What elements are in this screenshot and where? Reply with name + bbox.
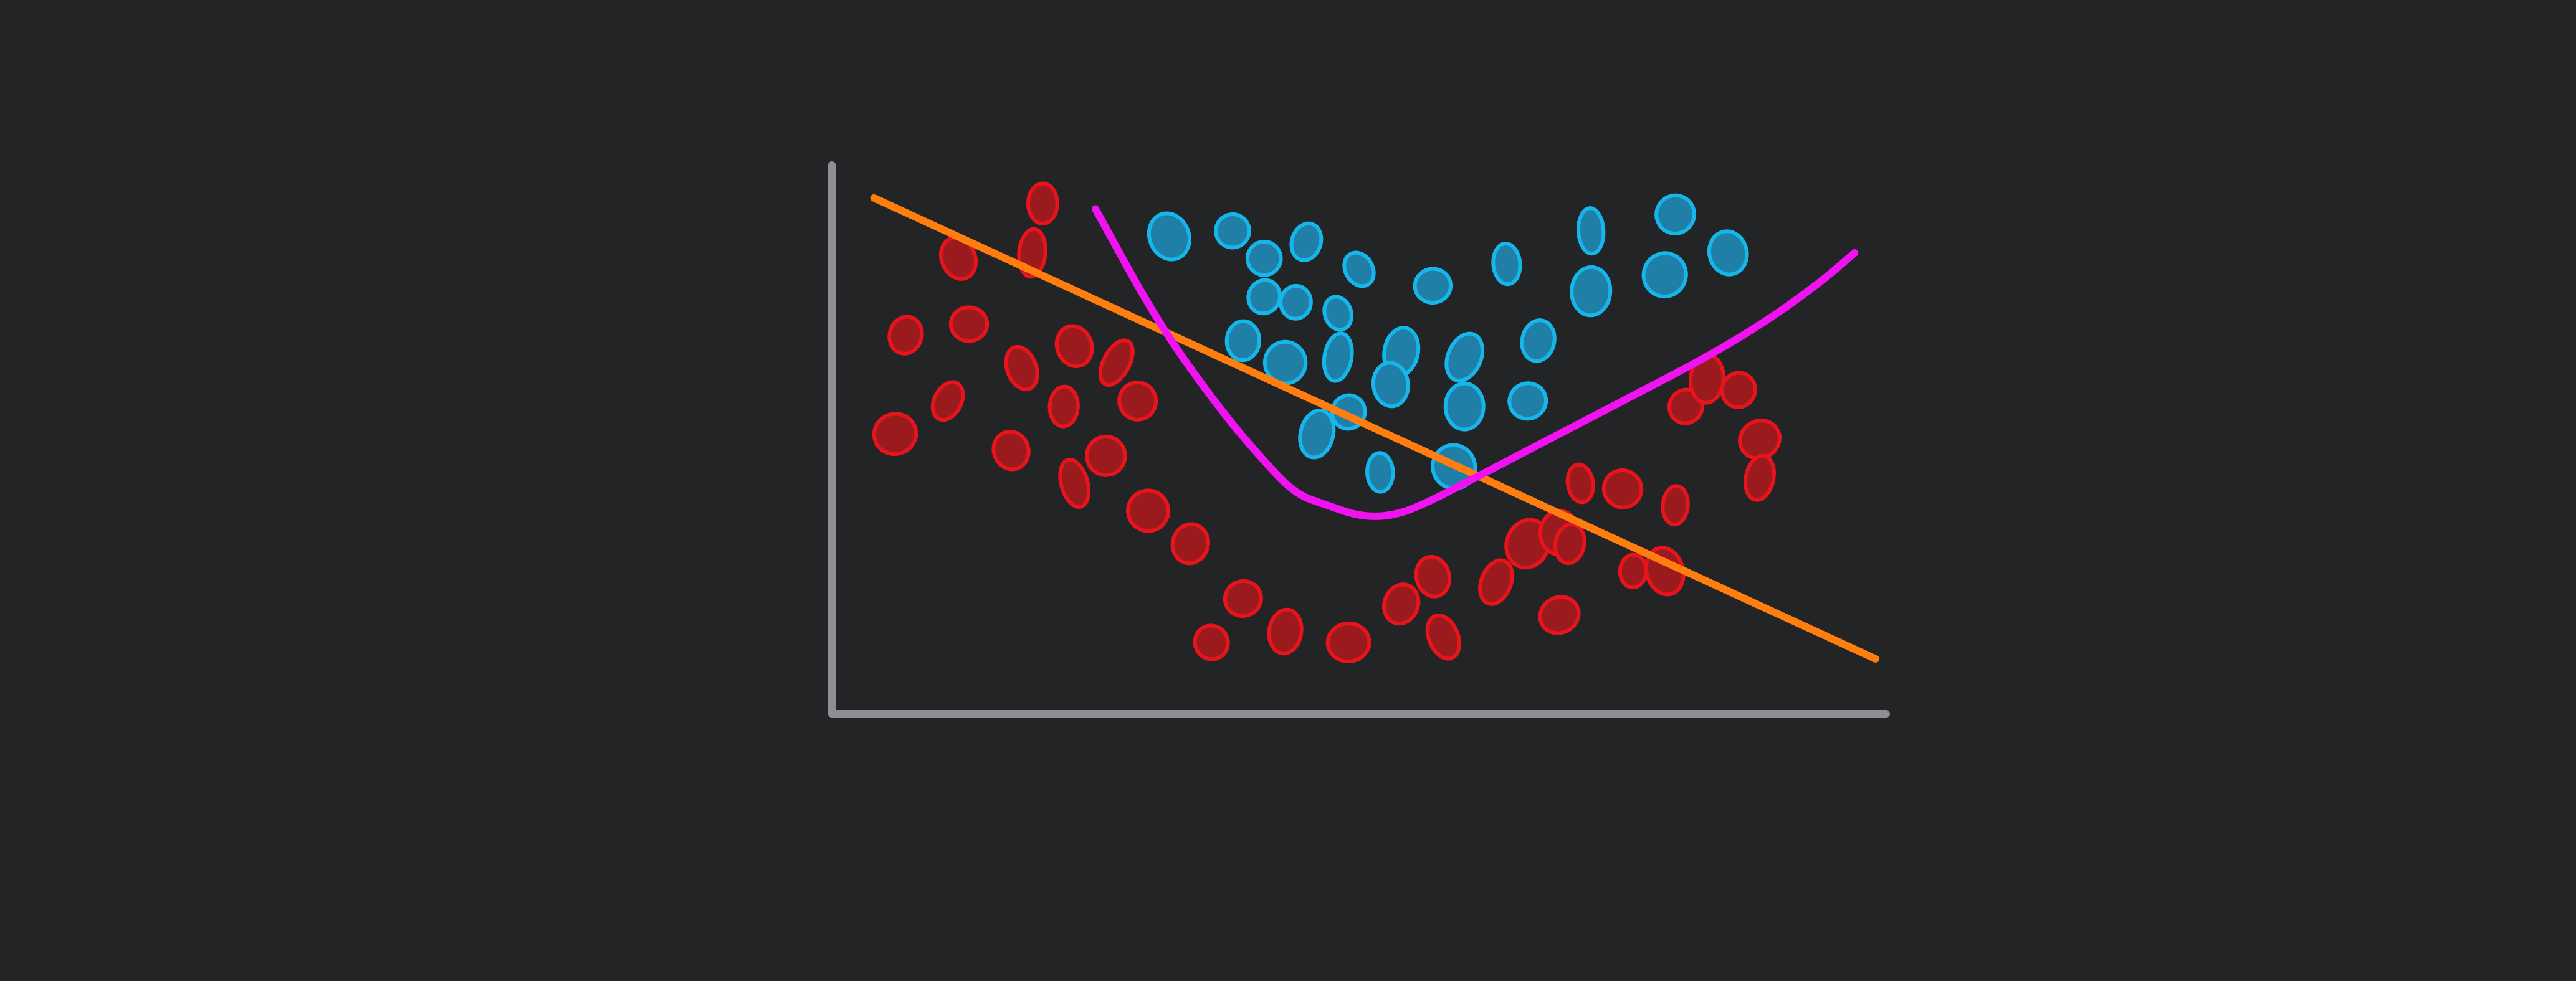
blue-class-point (1147, 211, 1191, 262)
red-class-point (1744, 453, 1776, 502)
blue-class-point (1507, 381, 1548, 421)
red-class-point (1098, 338, 1135, 387)
red-class-point (1618, 552, 1649, 590)
red-class-point (991, 429, 1031, 472)
blue-class-point (1443, 381, 1486, 432)
red-class-point (1738, 419, 1782, 460)
red-class-point (887, 315, 924, 356)
curved-decision-boundary (1092, 205, 1859, 520)
blue-class-point (1444, 331, 1485, 383)
blue-class-point (1365, 451, 1395, 494)
red-class-point (1720, 371, 1757, 409)
blue-class-point (1245, 239, 1283, 277)
red-class-point (1223, 579, 1263, 618)
red-class-point (1425, 613, 1461, 661)
points-layer (872, 181, 1782, 664)
red-class-point (1565, 462, 1595, 505)
blue-class-point (1289, 221, 1324, 262)
red-class-point (948, 305, 990, 343)
red-class-point (1126, 488, 1171, 533)
red-class-point (1661, 484, 1690, 527)
axes-layer (828, 161, 1890, 718)
blue-class-point (1413, 267, 1453, 305)
red-class-point (1058, 458, 1091, 509)
red-class-point (1601, 468, 1644, 509)
red-class-point (1054, 324, 1094, 368)
red-class-point (1414, 554, 1452, 599)
blue-class-point (1654, 193, 1696, 235)
red-class-point (1553, 522, 1586, 566)
red-class-point (872, 412, 918, 457)
red-class-point (1267, 607, 1304, 656)
red-class-point (938, 235, 978, 281)
linear-decision-boundary (870, 194, 1880, 663)
blue-class-point (1491, 241, 1522, 287)
blue-class-point (1322, 295, 1354, 332)
blue-class-point (1298, 408, 1336, 460)
blue-class-point (1707, 229, 1749, 277)
blue-class-point (1641, 251, 1688, 298)
red-class-point (1478, 558, 1514, 606)
blue-class-point (1577, 206, 1606, 256)
red-class-point (1047, 384, 1080, 429)
blue-class-point (1214, 212, 1251, 250)
blue-class-point (1279, 283, 1313, 321)
red-class-point (1193, 623, 1230, 661)
red-class-point (1325, 621, 1371, 664)
red-class-point (1538, 595, 1581, 635)
blue-class-point (1570, 265, 1613, 318)
blue-class-point (1224, 319, 1262, 363)
boundary-layer (870, 194, 1880, 663)
red-class-point (1170, 522, 1210, 566)
red-class-point (1117, 380, 1158, 422)
red-class-point (1004, 344, 1039, 392)
blue-class-point (1342, 250, 1376, 288)
blue-class-point (1262, 339, 1308, 386)
red-class-point (1026, 181, 1059, 225)
red-class-point (1085, 435, 1127, 477)
red-class-point (1382, 582, 1421, 626)
red-class-point (930, 380, 965, 422)
blue-class-point (1520, 318, 1557, 363)
blue-class-point (1322, 331, 1354, 383)
blue-class-point (1371, 361, 1410, 409)
blue-class-point (1246, 278, 1282, 316)
